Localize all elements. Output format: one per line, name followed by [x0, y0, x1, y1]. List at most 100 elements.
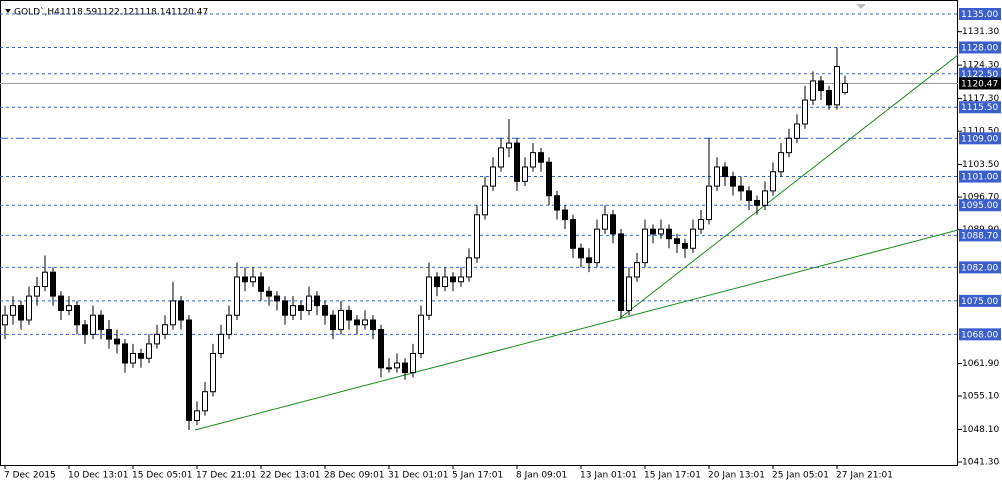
- candle-body: [426, 276, 432, 316]
- level-label: 1122.50: [961, 70, 998, 80]
- level-label: 1095.00: [961, 201, 998, 211]
- candle-body: [354, 319, 360, 326]
- y-tick-label: 1117.30: [962, 94, 999, 104]
- candle-body: [258, 276, 264, 292]
- candle-body: [274, 295, 280, 302]
- y-tick-label: 1131.30: [962, 27, 999, 37]
- y-tick-label: 1124.30: [962, 61, 999, 71]
- y-tick-label: 1110.50: [962, 127, 999, 137]
- x-tick-label: 5 Jan 17:01: [452, 471, 503, 481]
- level-label-box: [959, 41, 1001, 54]
- x-tick-label: 25 Jan 05:01: [772, 471, 829, 481]
- candle-body: [450, 276, 456, 283]
- trendline: [619, 54, 959, 319]
- y-tick-label: 1048.10: [962, 425, 999, 435]
- candle-body: [434, 276, 440, 288]
- candle-body: [738, 185, 744, 192]
- candle-body: [418, 314, 424, 354]
- candle-body: [730, 176, 736, 187]
- candle-body: [658, 228, 664, 235]
- level-label: 1135.00: [961, 10, 998, 20]
- levels: [0, 13, 958, 335]
- candle-body: [170, 300, 176, 326]
- candle-body: [122, 343, 128, 364]
- level-label-box: [959, 170, 1001, 183]
- candle-body: [402, 362, 408, 374]
- candle-body: [586, 257, 592, 264]
- candle-body: [26, 295, 32, 321]
- y-tick-label: 1096.70: [962, 193, 999, 203]
- candle-body: [306, 295, 312, 311]
- header-high: 1122.12: [97, 8, 134, 18]
- candle-body: [802, 99, 808, 125]
- level-label-box: [959, 261, 1001, 274]
- level-label: 1109.00: [961, 134, 998, 144]
- header-close: 1120.47: [171, 8, 208, 18]
- candle-body: [378, 329, 384, 369]
- plot-border: [0, 0, 958, 466]
- candle-body: [82, 324, 88, 335]
- candle-body: [538, 152, 544, 163]
- y-tick-label: 1061.90: [962, 359, 999, 369]
- candle-body: [706, 185, 712, 221]
- level-label: 1115.50: [961, 103, 998, 113]
- candle-body: [714, 166, 720, 187]
- candle-body: [490, 166, 496, 187]
- candle-body: [522, 166, 528, 182]
- x-tick-label: 13 Jan 01:01: [580, 471, 637, 481]
- candle-body: [610, 214, 616, 235]
- candle-body: [602, 214, 608, 230]
- chart-title: GOLD`,H4: [14, 7, 60, 18]
- level-label: 1075.00: [961, 297, 998, 307]
- candle-body: [770, 171, 776, 192]
- candle-body: [570, 219, 576, 249]
- candle-body: [794, 123, 800, 139]
- candle-body: [506, 142, 512, 149]
- level-label-box: [959, 132, 1001, 145]
- candle-body: [154, 333, 160, 345]
- candle-body: [786, 137, 792, 154]
- candle-body: [210, 352, 216, 393]
- candle-body: [818, 80, 824, 91]
- axis: 1131.30 1124.30 1117.30 1110.50 1103.50 1096.…: [4, 8, 1001, 481]
- candle-body: [666, 228, 672, 240]
- x-tick-label: 27 Jan 21:01: [836, 471, 893, 481]
- candle-body: [162, 324, 168, 335]
- x-tick-label: 7 Dec 2015: [4, 471, 56, 481]
- level-label: 1088.70: [961, 231, 998, 241]
- candle-body: [186, 319, 192, 421]
- candle-body: [330, 314, 336, 331]
- level-label-box: [959, 8, 1001, 20]
- level-label-box: [959, 229, 1001, 242]
- candle-body: [746, 190, 752, 201]
- level-label: 1068.00: [961, 330, 998, 340]
- candle-body: [250, 276, 256, 283]
- candle-body: [594, 228, 600, 264]
- candle-body: [698, 219, 704, 230]
- candle-body: [474, 214, 480, 259]
- x-tick-label: 8 Jan 09:01: [516, 471, 567, 481]
- candle-body: [842, 82, 848, 93]
- price-label-box: [959, 77, 1001, 90]
- candle-body: [226, 314, 232, 335]
- candle-body: [650, 228, 656, 235]
- candle-body: [722, 166, 728, 178]
- candle-body: [578, 247, 584, 259]
- candle-body: [314, 295, 320, 307]
- candle-body: [194, 410, 200, 421]
- level-label: 1101.00: [961, 173, 998, 183]
- candle-body: [298, 305, 304, 311]
- candle-body: [778, 152, 784, 173]
- price-label: 1120.47: [961, 79, 998, 89]
- candle-body: [290, 305, 296, 316]
- candle-body: [690, 228, 696, 249]
- candle-body: [362, 319, 368, 326]
- y-tick-label: 1103.50: [962, 160, 999, 170]
- candle-body: [338, 309, 344, 331]
- candle-body: [178, 300, 184, 321]
- candle-body: [682, 242, 688, 249]
- candle-body: [514, 142, 520, 182]
- candle-body: [642, 228, 648, 264]
- candle-body: [810, 80, 816, 101]
- candle-body: [442, 276, 448, 288]
